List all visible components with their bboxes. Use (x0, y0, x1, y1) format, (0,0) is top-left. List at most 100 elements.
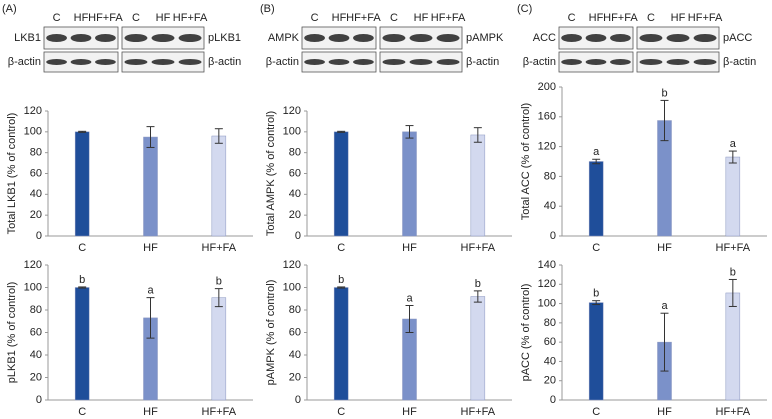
y-tick-label: 80 (289, 147, 301, 159)
blot-label: β-actin (466, 56, 499, 68)
bar (588, 161, 604, 237)
y-tick-label: 0 (550, 230, 556, 242)
blot-band (70, 34, 92, 42)
annotation: a (406, 292, 413, 304)
y-tick-label: 100 (283, 126, 301, 138)
y-tick-label: 0 (550, 394, 556, 406)
bar (470, 296, 486, 401)
blot-band (561, 59, 582, 65)
x-tick-label: HF (657, 242, 672, 254)
x-tick-label: C (592, 242, 600, 254)
x-tick-label: HF (402, 242, 417, 254)
x-tick-label: HF+FA (716, 406, 751, 418)
blot-band (353, 34, 374, 42)
y-tick-label: 60 (30, 167, 42, 179)
annotation: b (79, 274, 85, 286)
blot-band (151, 34, 175, 42)
panel-label: (C) (517, 3, 532, 15)
y-tick-label: 0 (295, 394, 301, 406)
blot-band (639, 59, 663, 65)
bar (211, 135, 227, 237)
annotation: b (661, 87, 667, 99)
error-bar (337, 130, 346, 133)
y-tick-label: 40 (30, 349, 42, 361)
error-bar (337, 286, 346, 289)
error-bar (78, 286, 87, 289)
lane-label: C (647, 12, 655, 24)
blot-band (585, 59, 607, 65)
x-tick-label: HF+FA (202, 242, 237, 254)
lane-label: HF+FA (88, 12, 123, 24)
y-tick-label: 140 (538, 259, 556, 271)
error-bar (592, 158, 601, 165)
y-tick-label: 120 (24, 105, 42, 117)
y-tick-label: 40 (289, 188, 301, 200)
blot-label: β-actin (723, 56, 756, 68)
blot-band (585, 34, 607, 42)
y-axis-label: pAMPK (% of control) (265, 280, 277, 386)
lane-label: HF+FA (603, 12, 638, 24)
blot-band (46, 59, 67, 65)
error-bar (405, 125, 414, 139)
annotation: b (730, 266, 736, 278)
error-bar (405, 305, 414, 333)
x-tick-label: HF (143, 242, 158, 254)
error-bar (660, 99, 669, 142)
bar (74, 131, 90, 237)
error-bar (473, 290, 482, 303)
y-tick-label: 120 (283, 259, 301, 271)
blot-band (693, 34, 717, 42)
error-bar (78, 130, 87, 133)
y-tick-label: 20 (289, 209, 301, 221)
x-tick-label: HF+FA (461, 242, 496, 254)
y-tick-label: 20 (289, 371, 301, 383)
blot-label: β-actin (523, 56, 556, 68)
x-tick-label: HF (143, 406, 158, 418)
blot-label: AMPK (268, 32, 300, 44)
annotation: b (593, 288, 599, 300)
blot-label: pACC (723, 32, 752, 44)
y-tick-label: 100 (538, 297, 556, 309)
blot-band (610, 34, 631, 42)
y-tick-label: 100 (24, 126, 42, 138)
blot-band (436, 59, 460, 65)
blot-band (436, 34, 460, 42)
y-tick-label: 120 (283, 105, 301, 117)
bar (211, 297, 227, 401)
y-tick-label: 20 (30, 371, 42, 383)
x-tick-label: HF+FA (461, 406, 496, 418)
y-tick-label: 80 (544, 317, 556, 329)
lane-label: HF+FA (346, 12, 381, 24)
error-bar (146, 126, 155, 148)
y-tick-label: 160 (538, 111, 556, 123)
y-tick-label: 0 (36, 230, 42, 242)
x-tick-label: C (337, 406, 345, 418)
panel-label: (A) (2, 3, 17, 15)
blot-band (178, 59, 202, 65)
x-tick-label: HF (657, 406, 672, 418)
y-tick-label: 80 (30, 147, 42, 159)
panel-label: (B) (260, 3, 275, 15)
lane-label: C (311, 12, 319, 24)
y-tick-label: 20 (544, 375, 556, 387)
x-tick-label: HF (402, 406, 417, 418)
blot-band (304, 34, 325, 42)
error-bar (214, 288, 223, 308)
error-bar (728, 278, 737, 307)
error-bar (728, 150, 737, 164)
blot-band (304, 59, 325, 65)
blot-band (46, 34, 67, 42)
y-tick-label: 80 (30, 304, 42, 316)
y-tick-label: 120 (538, 141, 556, 153)
blot-band (693, 59, 717, 65)
blot-band (382, 59, 406, 65)
lane-label: HF (414, 12, 429, 24)
x-tick-label: C (592, 406, 600, 418)
lane-label: HF (332, 12, 347, 24)
bar (74, 287, 90, 401)
lane-label: C (568, 12, 576, 24)
lane-label: C (390, 12, 398, 24)
bar (402, 131, 417, 237)
x-tick-label: C (337, 242, 345, 254)
y-tick-label: 80 (289, 304, 301, 316)
